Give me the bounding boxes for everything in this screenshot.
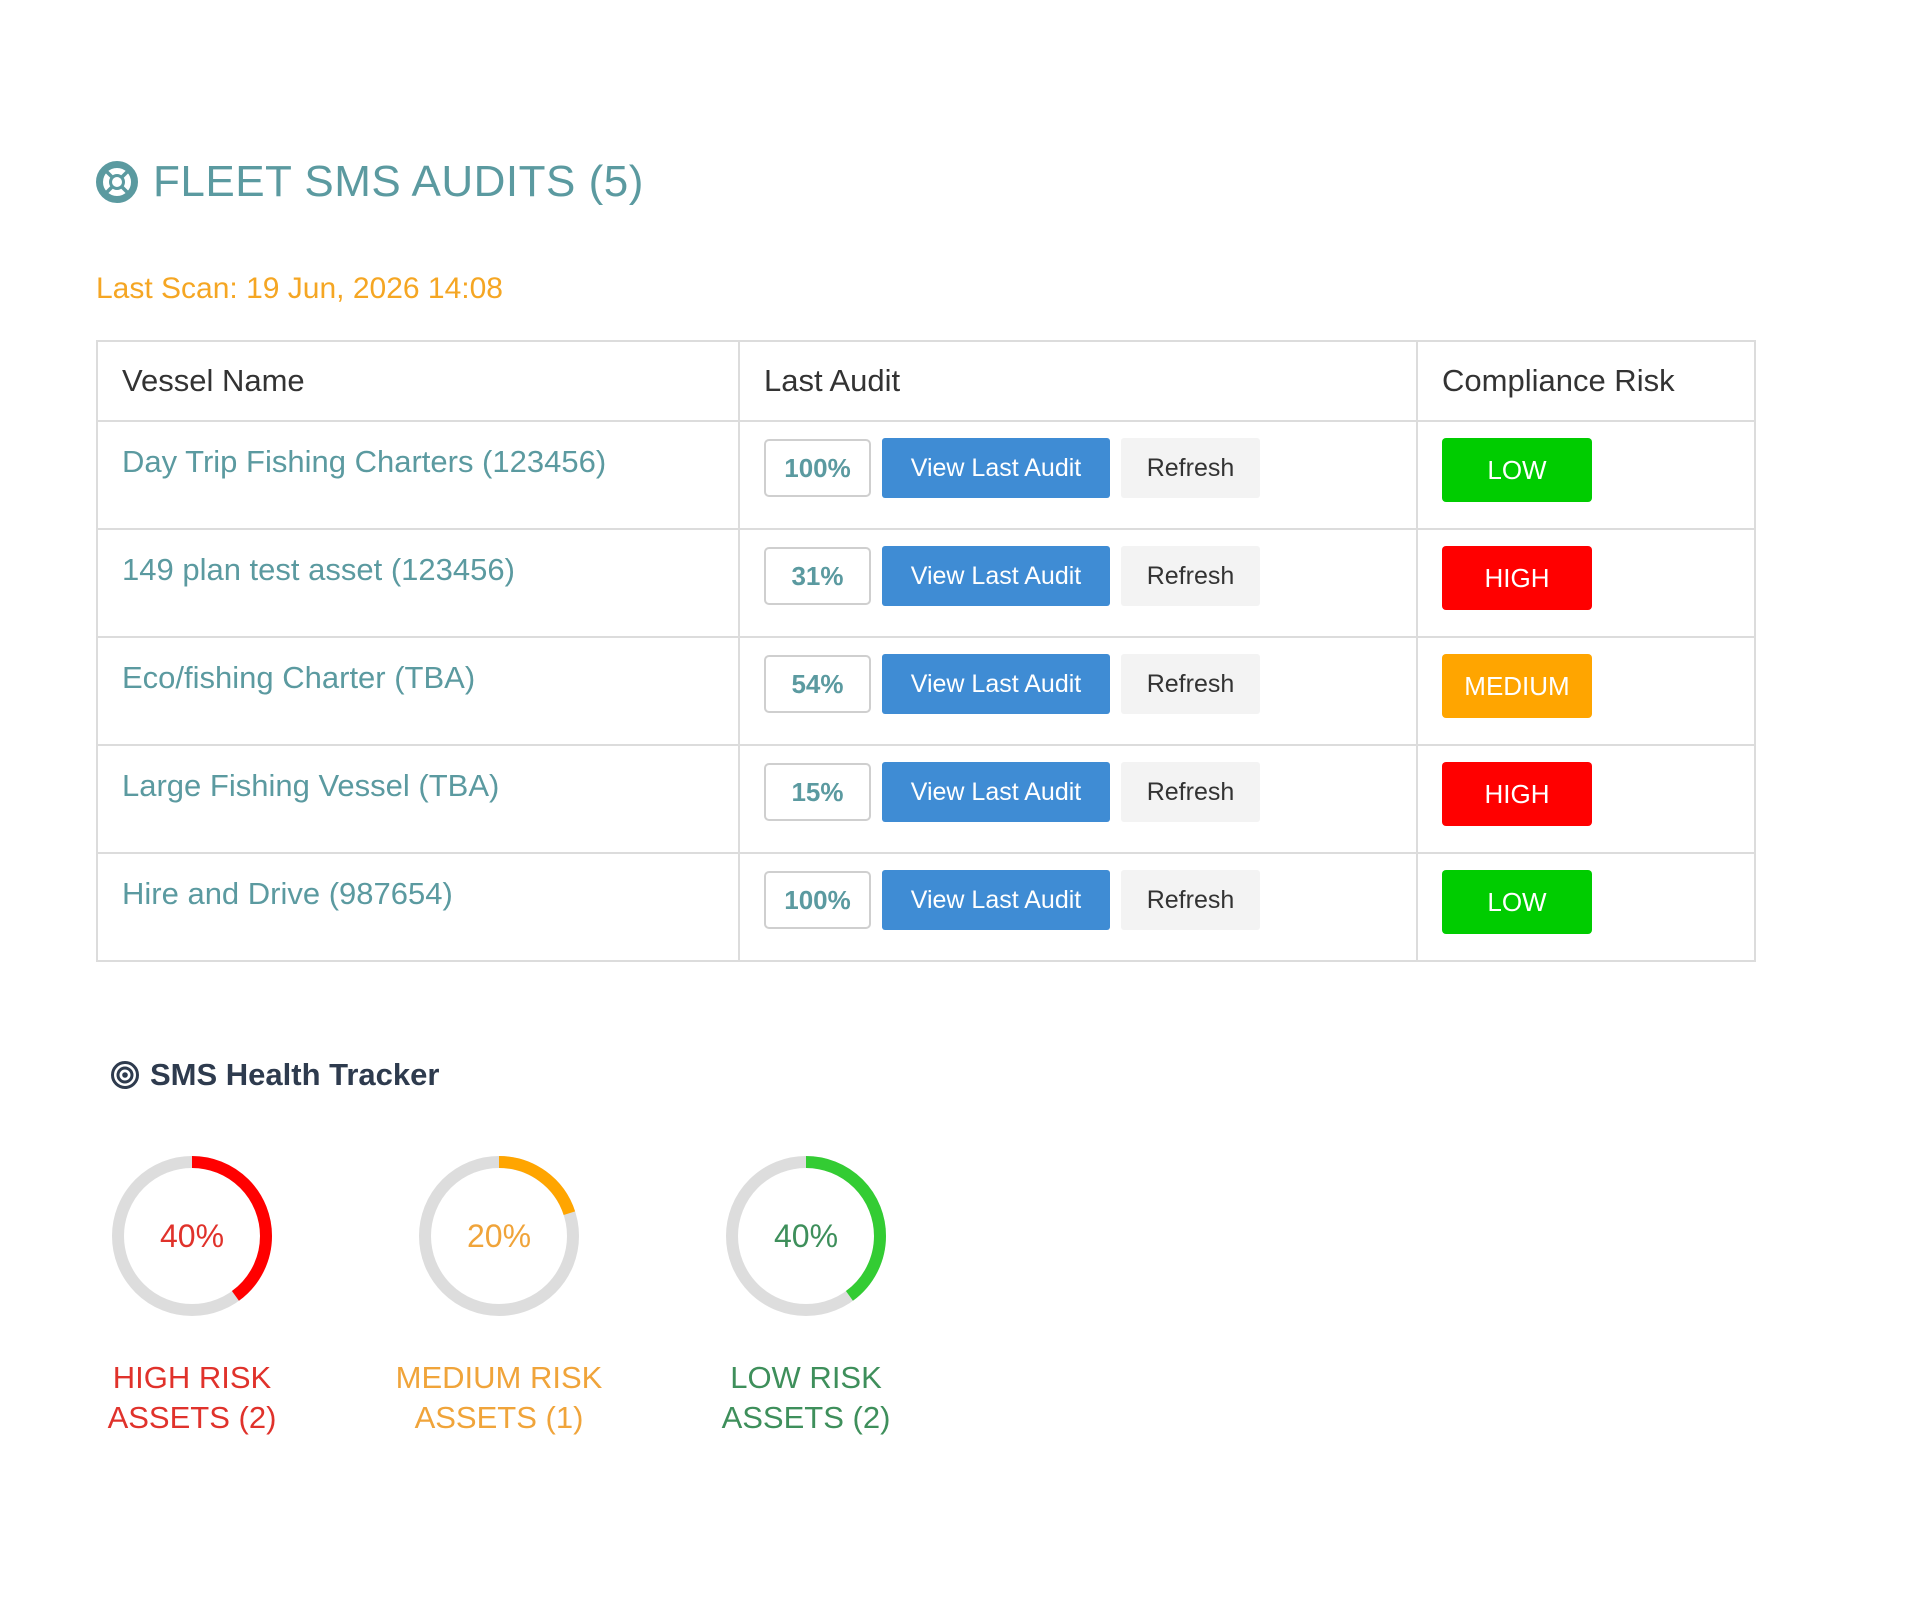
high-risk-gauge: 40% HIGH RISK ASSETS (2) xyxy=(72,1152,312,1438)
page-title: FLEET SMS AUDITS (5) xyxy=(153,157,644,207)
table-row: Large Fishing Vessel (TBA) 15% View Last… xyxy=(97,745,1755,853)
vessel-cell: Hire and Drive (987654) xyxy=(97,853,739,961)
audit-cell: 15% View Last Audit Refresh xyxy=(739,745,1417,853)
gauge-label-line2: ASSETS (1) xyxy=(379,1398,619,1438)
audit-score: 100% xyxy=(764,871,871,929)
gauge-ring: 40% xyxy=(108,1152,276,1320)
risk-badge: LOW xyxy=(1442,870,1592,934)
audit-cell: 54% View Last Audit Refresh xyxy=(739,637,1417,745)
refresh-button[interactable]: Refresh xyxy=(1121,870,1260,930)
vessel-cell: Eco/fishing Charter (TBA) xyxy=(97,637,739,745)
audit-score: 100% xyxy=(764,439,871,497)
audit-cell: 100% View Last Audit Refresh xyxy=(739,853,1417,961)
audit-score: 54% xyxy=(764,655,871,713)
vessel-link[interactable]: Large Fishing Vessel (TBA) xyxy=(98,746,738,804)
audit-score: 15% xyxy=(764,763,871,821)
tracker-heading: SMS Health Tracker xyxy=(110,1053,439,1097)
risk-cell: HIGH xyxy=(1417,745,1755,853)
risk-badge: HIGH xyxy=(1442,762,1592,826)
gauge-label: LOW RISK ASSETS (2) xyxy=(686,1358,926,1438)
gauge-percent: 40% xyxy=(774,1218,838,1254)
risk-badge: MEDIUM xyxy=(1442,654,1592,718)
vessel-cell: Large Fishing Vessel (TBA) xyxy=(97,745,739,853)
audit-score: 31% xyxy=(764,547,871,605)
vessel-cell: 149 plan test asset (123456) xyxy=(97,529,739,637)
risk-cell: HIGH xyxy=(1417,529,1755,637)
table-header-row: Vessel Name Last Audit Compliance Risk xyxy=(97,341,1755,421)
gauge-percent: 20% xyxy=(467,1218,531,1254)
column-header-last-audit: Last Audit xyxy=(739,341,1417,421)
audit-cell: 31% View Last Audit Refresh xyxy=(739,529,1417,637)
gauge-label-line2: ASSETS (2) xyxy=(72,1398,312,1438)
gauge-ring: 20% xyxy=(415,1152,583,1320)
refresh-button[interactable]: Refresh xyxy=(1121,546,1260,606)
gauge-ring: 40% xyxy=(722,1152,890,1320)
audit-cell: 100% View Last Audit Refresh xyxy=(739,421,1417,529)
view-last-audit-button[interactable]: View Last Audit xyxy=(882,438,1110,498)
view-last-audit-button[interactable]: View Last Audit xyxy=(882,654,1110,714)
column-header-vessel-name: Vessel Name xyxy=(97,341,739,421)
table-row: Day Trip Fishing Charters (123456) 100% … xyxy=(97,421,1755,529)
risk-cell: LOW xyxy=(1417,421,1755,529)
refresh-button[interactable]: Refresh xyxy=(1121,654,1260,714)
target-icon xyxy=(110,1060,140,1090)
column-header-compliance-risk: Compliance Risk xyxy=(1417,341,1755,421)
gauge-label-line1: MEDIUM RISK xyxy=(379,1358,619,1398)
view-last-audit-button[interactable]: View Last Audit xyxy=(882,762,1110,822)
vessel-link[interactable]: Eco/fishing Charter (TBA) xyxy=(98,638,738,696)
table-row: 149 plan test asset (123456) 31% View La… xyxy=(97,529,1755,637)
view-last-audit-button[interactable]: View Last Audit xyxy=(882,546,1110,606)
gauge-label-line1: LOW RISK xyxy=(686,1358,926,1398)
gauge-percent: 40% xyxy=(160,1218,224,1254)
refresh-button[interactable]: Refresh xyxy=(1121,438,1260,498)
refresh-button[interactable]: Refresh xyxy=(1121,762,1260,822)
risk-cell: LOW xyxy=(1417,853,1755,961)
low-risk-gauge: 40% LOW RISK ASSETS (2) xyxy=(686,1152,926,1438)
lifebuoy-icon xyxy=(95,160,139,204)
last-scan-timestamp: Last Scan: 19 Jun, 2026 14:08 xyxy=(96,272,503,306)
vessel-link[interactable]: 149 plan test asset (123456) xyxy=(98,530,738,588)
table-row: Eco/fishing Charter (TBA) 54% View Last … xyxy=(97,637,1755,745)
medium-risk-gauge: 20% MEDIUM RISK ASSETS (1) xyxy=(379,1152,619,1438)
risk-badge: LOW xyxy=(1442,438,1592,502)
gauge-label: MEDIUM RISK ASSETS (1) xyxy=(379,1358,619,1438)
page-header: FLEET SMS AUDITS (5) xyxy=(95,152,644,212)
view-last-audit-button[interactable]: View Last Audit xyxy=(882,870,1110,930)
table-row: Hire and Drive (987654) 100% View Last A… xyxy=(97,853,1755,961)
gauge-label-line2: ASSETS (2) xyxy=(686,1398,926,1438)
risk-cell: MEDIUM xyxy=(1417,637,1755,745)
vessel-link[interactable]: Hire and Drive (987654) xyxy=(98,854,738,912)
gauge-label: HIGH RISK ASSETS (2) xyxy=(72,1358,312,1438)
vessel-link[interactable]: Day Trip Fishing Charters (123456) xyxy=(98,422,738,480)
risk-badge: HIGH xyxy=(1442,546,1592,610)
vessel-cell: Day Trip Fishing Charters (123456) xyxy=(97,421,739,529)
gauge-label-line1: HIGH RISK xyxy=(72,1358,312,1398)
tracker-title: SMS Health Tracker xyxy=(150,1057,439,1093)
audits-table: Vessel Name Last Audit Compliance Risk D… xyxy=(96,340,1756,962)
